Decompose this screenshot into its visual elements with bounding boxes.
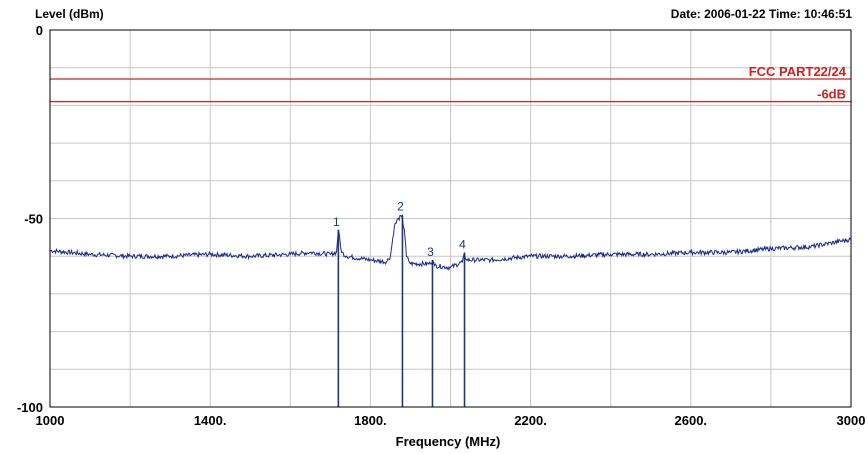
y-tick-label: -50 (24, 212, 43, 227)
marker-label: 4 (459, 237, 466, 251)
x-tick-label: 1800. (354, 413, 387, 428)
y-tick-label: 0 (36, 23, 43, 38)
x-tick-label: 3000 (837, 413, 866, 428)
x-tick-label: 1000 (36, 413, 65, 428)
y-axis-label: Level (dBm) (35, 7, 104, 21)
grid-lines (50, 30, 851, 407)
x-tick-label: 2200. (514, 413, 547, 428)
x-axis-label: Frequency (MHz) (396, 434, 501, 449)
marker-label: 1 (333, 215, 340, 229)
marker-label: 3 (427, 245, 434, 259)
date-time-label: Date: 2006-01-22 Time: 10:46:51 (671, 7, 853, 21)
limit-line-label: -6dB (817, 87, 846, 102)
x-tick-label: 2600. (675, 413, 708, 428)
y-tick-label: -100 (17, 400, 43, 415)
marker-label: 2 (397, 200, 404, 214)
markers: 1 2 3 4 (333, 200, 466, 407)
y-tick-labels: 0 -50 -100 (17, 23, 43, 415)
limit-lines: FCC PART22/24 -6dB (50, 64, 851, 103)
plot-frame (49, 29, 852, 408)
limit-line-label: FCC PART22/24 (749, 64, 847, 79)
x-tick-labels: 1000 1400. 1800. 2200. 2600. 3000 (36, 413, 866, 428)
x-tick-label: 1400. (194, 413, 227, 428)
series-line (49, 214, 852, 272)
